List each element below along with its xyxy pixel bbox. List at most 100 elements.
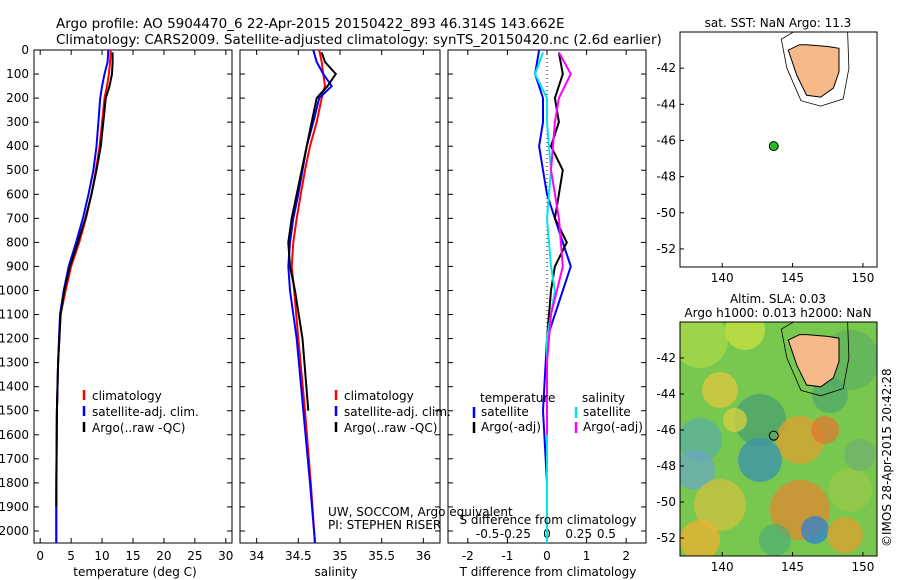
x-tick-label: 30	[218, 549, 233, 563]
salinity-panel: 34 34.5 35 35.5 36 climatology satellite-adj. …	[239, 49, 451, 563]
x-tick-label: 1	[583, 549, 591, 563]
series-line	[546, 51, 572, 435]
sla-blob	[725, 322, 765, 350]
sla-blob	[844, 439, 876, 471]
tasmania-landmass	[787, 44, 840, 98]
map-y-tick-label: -50	[656, 206, 676, 220]
series-line	[290, 49, 327, 544]
top-x-tick-label: -0.25	[500, 527, 531, 541]
y-tick-label: 300	[6, 115, 29, 129]
map-y-tick-label: -50	[656, 495, 676, 509]
sla-blob	[680, 322, 728, 368]
legend-title-salinity: salinity	[582, 391, 625, 405]
sla-map-panel: -42 -44 -46 -48 -50 -52 140 145 150	[656, 321, 878, 574]
x-tick-label: 5	[67, 549, 75, 563]
map-content	[780, 32, 850, 107]
top-x-tick-label: -0.5	[476, 527, 499, 541]
series-line	[287, 52, 338, 411]
y-tick-label: 800	[6, 235, 29, 249]
x-tick-label: 0	[543, 549, 551, 563]
map-x-tick-label: 150	[851, 560, 874, 574]
map-content	[680, 322, 877, 556]
legend-label: climatology	[92, 389, 162, 403]
top-x-tick-label: 0.5	[597, 527, 616, 541]
x-tick-label: 2	[622, 549, 630, 563]
series-line	[55, 52, 114, 507]
sla-blob	[680, 520, 720, 556]
x-tick-label: 34.5	[285, 549, 312, 563]
plot-frame	[239, 49, 441, 544]
legend-label: climatology	[344, 389, 414, 403]
x-tick-label: 34	[249, 549, 264, 563]
argo-float-marker	[768, 141, 779, 152]
y-tick-label: 0	[21, 43, 29, 57]
y-tick-label: 1100	[0, 308, 29, 322]
x-tick-label: 10	[94, 549, 109, 563]
x-tick-label: 15	[125, 549, 140, 563]
x-tick-label: 0	[36, 549, 44, 563]
map-y-tick-label: -52	[656, 531, 676, 545]
salinity-annotation-1: UW, SOCCOM, Argo equivalent	[328, 505, 513, 519]
x-tick-label: -2	[462, 549, 474, 563]
x-tick-label: 35.5	[368, 549, 395, 563]
map-y-tick-label: -46	[656, 423, 676, 437]
shelf-contour	[780, 32, 850, 107]
sla-blob	[723, 408, 747, 432]
legend-label: Argo(..raw -QC)	[344, 421, 437, 435]
salinity-xlabel: salinity	[314, 565, 357, 579]
map-x-tick-label: 150	[851, 271, 874, 285]
y-tick-label: 1700	[0, 452, 29, 466]
imos-credit: ©IMOS 28-Apr-2015 20:42:28	[880, 368, 894, 547]
x-tick-label: 25	[187, 549, 202, 563]
map-y-tick-label: -48	[656, 170, 676, 184]
map-frame	[679, 31, 878, 268]
legend-label: satellite-adj. clim.	[344, 405, 451, 419]
argo-float-marker	[768, 430, 779, 441]
shelf-contour	[780, 322, 850, 397]
legend-label: satellite-adj. clim.	[92, 405, 199, 419]
y-tick-label: 1400	[0, 380, 29, 394]
sla-blob	[734, 394, 786, 446]
y-tick-label: 900	[6, 259, 29, 273]
legend-label: Argo(-adj)	[481, 420, 541, 434]
sla-blob	[828, 468, 872, 512]
temperature-xlabel: temperature (deg C)	[73, 565, 196, 579]
x-tick-label: 35	[332, 549, 347, 563]
sst-map-panel: -42 -44 -46 -48 -50 -52 140 145 150	[656, 31, 878, 285]
legend-label: satellite	[583, 405, 631, 419]
sla-map-title-line1: Altim. SLA: 0.03	[730, 292, 826, 306]
x-tick-label: 36	[416, 549, 431, 563]
y-tick-label: 1800	[0, 476, 29, 490]
y-tick-label: 400	[6, 139, 29, 153]
y-tick-label: 1000	[0, 283, 29, 297]
x-tick-label: -1	[501, 549, 513, 563]
sla-blob	[759, 524, 791, 556]
sla-blob	[738, 438, 782, 482]
y-tick-label: 1300	[0, 356, 29, 370]
y-tick-label: 1200	[0, 332, 29, 346]
map-frame	[679, 321, 878, 557]
map-y-tick-label: -44	[656, 97, 676, 111]
map-x-tick-label: 140	[711, 560, 734, 574]
legend-label: satellite	[481, 405, 529, 419]
map-x-tick-label: 145	[781, 560, 804, 574]
y-tick-label: 1600	[0, 428, 29, 442]
salinity-annotation-2: PI: STEPHEN RISER	[328, 518, 441, 532]
figure-title-line1: Argo profile: AO 5904470_6 22-Apr-2015 2…	[56, 16, 565, 32]
temperature-panel: 0100200300400500600700800900100011001200…	[0, 43, 233, 563]
tasmania-landmass	[787, 334, 840, 388]
y-tick-label: 1900	[0, 500, 29, 514]
sla-blob	[694, 479, 746, 531]
legend-label: Argo(-adj)	[583, 420, 643, 434]
series-line	[534, 52, 556, 543]
difference-panel: -2-1012-0.5-0.2500.250.5temperaturesalin…	[447, 49, 647, 563]
sla-blob	[680, 450, 715, 490]
map-y-tick-label: -42	[656, 61, 676, 75]
legend-title-temperature: temperature	[480, 391, 555, 405]
top-x-tick-label: 0.25	[565, 527, 592, 541]
y-tick-label: 2000	[0, 524, 29, 538]
y-tick-label: 100	[6, 67, 29, 81]
legend-label: Argo(..raw -QC)	[92, 421, 185, 435]
map-y-tick-label: -44	[656, 387, 676, 401]
